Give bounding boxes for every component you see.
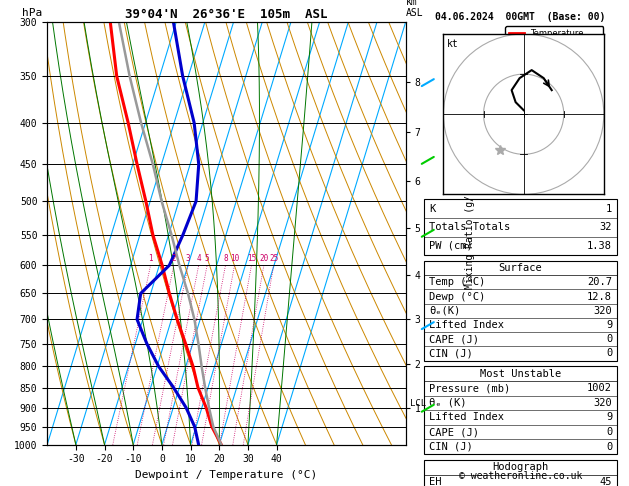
Text: 1: 1 [148, 254, 153, 263]
Text: 45: 45 [599, 477, 612, 486]
Text: Lifted Index: Lifted Index [429, 320, 504, 330]
Text: Temp (°C): Temp (°C) [429, 278, 485, 287]
Text: 1002: 1002 [587, 383, 612, 393]
Text: © weatheronline.co.uk: © weatheronline.co.uk [459, 471, 582, 481]
Text: Most Unstable: Most Unstable [480, 369, 561, 379]
Text: 9: 9 [606, 413, 612, 422]
Text: Pressure (mb): Pressure (mb) [429, 383, 510, 393]
Text: km
ASL: km ASL [406, 0, 423, 17]
Bar [423, 261, 618, 361]
X-axis label: Dewpoint / Temperature (°C): Dewpoint / Temperature (°C) [135, 470, 318, 480]
Text: Dewp (°C): Dewp (°C) [429, 292, 485, 302]
Text: 04.06.2024  00GMT  (Base: 00): 04.06.2024 00GMT (Base: 00) [435, 12, 606, 22]
Text: hPa: hPa [22, 8, 42, 17]
Text: Lifted Index: Lifted Index [429, 413, 504, 422]
Bar [423, 460, 618, 486]
Text: 32: 32 [599, 222, 612, 232]
Text: 320: 320 [593, 306, 612, 316]
Text: K: K [429, 204, 435, 213]
Legend: Temperature, Dewpoint, Parcel Trajectory, Dry Adiabat, Wet Adiabat, Isotherm, Mi: Temperature, Dewpoint, Parcel Trajectory… [505, 26, 603, 121]
Text: 20: 20 [259, 254, 269, 263]
Text: Mixing Ratio (g/kg): Mixing Ratio (g/kg) [465, 177, 476, 289]
Text: 3: 3 [186, 254, 191, 263]
Text: 0: 0 [606, 334, 612, 344]
Text: EH: EH [429, 477, 442, 486]
Text: CAPE (J): CAPE (J) [429, 427, 479, 437]
Text: CIN (J): CIN (J) [429, 348, 472, 359]
Text: 2: 2 [172, 254, 176, 263]
Text: 25: 25 [269, 254, 278, 263]
Text: 320: 320 [593, 398, 612, 408]
Bar [423, 199, 618, 255]
Text: 5: 5 [205, 254, 209, 263]
Text: 10: 10 [230, 254, 239, 263]
Text: 1: 1 [606, 204, 612, 213]
Text: CIN (J): CIN (J) [429, 442, 472, 451]
Text: Hodograph: Hodograph [493, 462, 548, 472]
Text: θₑ(K): θₑ(K) [429, 306, 460, 316]
Text: θₑ (K): θₑ (K) [429, 398, 466, 408]
Text: 0: 0 [606, 348, 612, 359]
Text: 0: 0 [606, 427, 612, 437]
Text: PW (cm): PW (cm) [429, 241, 472, 251]
Bar [423, 366, 618, 454]
Text: 1.38: 1.38 [587, 241, 612, 251]
Text: LCL: LCL [410, 399, 426, 408]
Text: 0: 0 [606, 442, 612, 451]
Text: 8: 8 [223, 254, 228, 263]
Text: Totals Totals: Totals Totals [429, 222, 510, 232]
Text: Surface: Surface [499, 263, 542, 273]
Text: kt: kt [447, 39, 459, 49]
Text: 12.8: 12.8 [587, 292, 612, 302]
Text: CAPE (J): CAPE (J) [429, 334, 479, 344]
Text: 4: 4 [196, 254, 201, 263]
Title: 39°04'N  26°36'E  105m  ASL: 39°04'N 26°36'E 105m ASL [125, 8, 328, 21]
Text: 15: 15 [247, 254, 256, 263]
Text: 9: 9 [606, 320, 612, 330]
Text: 20.7: 20.7 [587, 278, 612, 287]
